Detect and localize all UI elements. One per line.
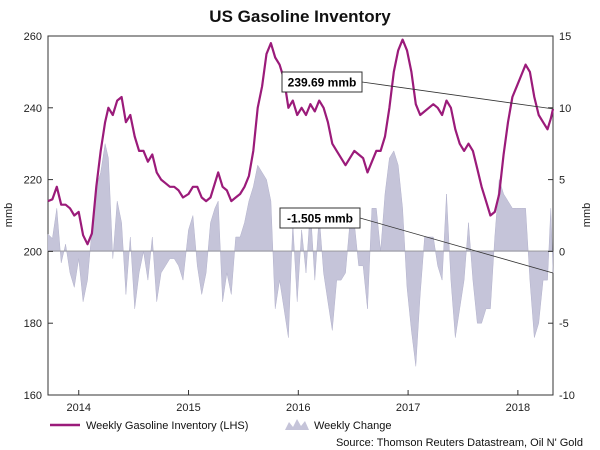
annotation-label: 239.69 mmb [288, 76, 357, 90]
inventory-line [47, 38, 555, 246]
legend: Weekly Gasoline Inventory (LHS) Weekly C… [50, 419, 391, 432]
x-axis: 2014 2015 2016 2017 2018 [66, 390, 530, 414]
left-tick-label: 220 [24, 175, 42, 187]
source-note: Source: Thomson Reuters Datastream, Oil … [336, 437, 583, 449]
left-tick-label: 160 [24, 390, 42, 402]
legend-change-swatch [285, 419, 309, 430]
x-tick-label: 2018 [506, 402, 530, 414]
annotation-label: -1.505 mmb [287, 212, 353, 226]
left-tick-label: 240 [24, 103, 42, 115]
annotation-leader [359, 217, 554, 274]
chart-title: US Gasoline Inventory [209, 7, 391, 26]
inventory-line-layer [47, 38, 555, 246]
left-tick-label: 200 [24, 246, 42, 258]
right-axis: -10 -5 0 5 10 15 [548, 31, 575, 402]
right-axis-label: mmb [581, 203, 593, 227]
x-tick-label: 2016 [286, 402, 310, 414]
right-tick-label: 15 [559, 31, 571, 43]
right-tick-label: -10 [559, 390, 575, 402]
legend-inventory-label: Weekly Gasoline Inventory (LHS) [86, 420, 248, 432]
legend-change-label: Weekly Change [314, 420, 391, 432]
annotation-box [281, 71, 363, 93]
right-tick-label: 10 [559, 103, 571, 115]
right-tick-label: 5 [559, 175, 565, 187]
left-axis: 160 180 200 220 240 260 [24, 31, 53, 402]
right-tick-label: 0 [559, 246, 565, 258]
left-tick-label: 180 [24, 318, 42, 330]
right-tick-label: -5 [559, 318, 569, 330]
left-tick-label: 260 [24, 31, 42, 43]
annotation-layer: 239.69 mmb -1.505 mmb [279, 71, 554, 274]
left-axis-label: mmb [3, 203, 15, 227]
annotation-box [279, 207, 361, 229]
x-tick-label: 2017 [396, 402, 420, 414]
x-tick-label: 2014 [66, 402, 90, 414]
annotation-leader [361, 81, 554, 110]
x-tick-label: 2015 [176, 402, 200, 414]
